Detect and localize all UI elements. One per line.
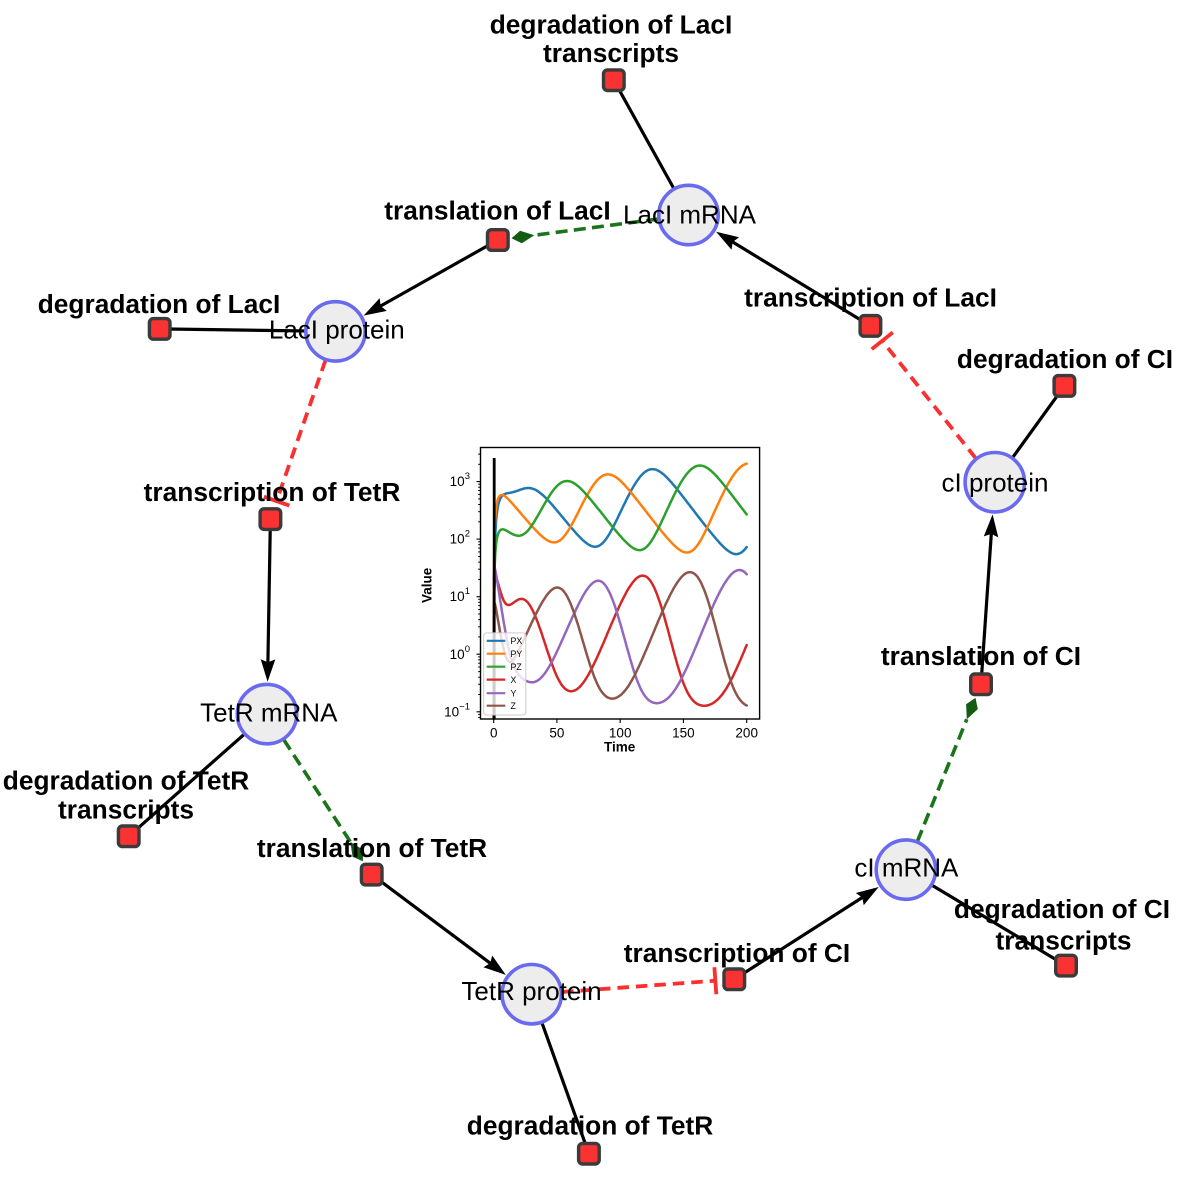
svg-text:degradation of LacI: degradation of LacI [38,289,281,319]
svg-text:cI protein: cI protein [942,468,1049,498]
svg-text:Time: Time [604,740,636,755]
svg-text:degradation of TetR: degradation of TetR [3,766,249,796]
svg-text:transcripts: transcripts [996,926,1132,956]
svg-text:PY: PY [511,649,523,659]
svg-text:0: 0 [490,726,498,741]
svg-text:LacI mRNA: LacI mRNA [623,200,757,230]
svg-text:Z: Z [511,701,517,711]
svg-text:degradation of CI: degradation of CI [954,894,1170,924]
svg-text:transcription of LacI: transcription of LacI [744,283,997,313]
svg-text:PX: PX [511,636,523,646]
svg-text:150: 150 [672,726,695,741]
svg-text:transcription of TetR: transcription of TetR [144,477,401,507]
svg-text:Value: Value [420,567,435,603]
svg-text:degradation of LacI: degradation of LacI [490,9,733,39]
svg-text:Y: Y [511,688,517,698]
svg-text:translation of LacI: translation of LacI [384,196,610,226]
svg-text:transcripts: transcripts [58,795,194,825]
svg-text:TetR protein: TetR protein [461,976,601,1006]
svg-text:PZ: PZ [511,662,523,672]
svg-text:X: X [511,675,517,685]
svg-text:TetR mRNA: TetR mRNA [200,697,338,727]
svg-text:degradation of CI: degradation of CI [957,344,1173,374]
svg-text:translation of TetR: translation of TetR [257,833,487,863]
svg-text:cI mRNA: cI mRNA [854,853,959,883]
svg-text:translation of CI: translation of CI [881,641,1081,671]
svg-text:LacI protein: LacI protein [269,315,405,345]
svg-text:transcripts: transcripts [543,38,679,68]
svg-text:transcription of CI: transcription of CI [624,938,850,968]
svg-text:200: 200 [735,726,758,741]
svg-text:50: 50 [549,726,564,741]
svg-text:degradation of TetR: degradation of TetR [467,1111,713,1141]
svg-text:100: 100 [609,726,632,741]
